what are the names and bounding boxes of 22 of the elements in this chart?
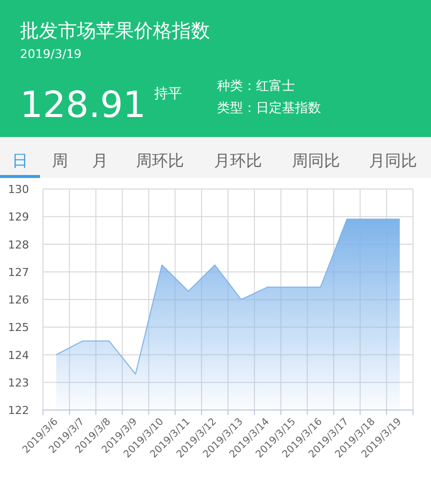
ytick: 126 bbox=[8, 294, 29, 306]
annotation: 类型：日定基指数 bbox=[217, 101, 321, 116]
annotation: 月 bbox=[92, 151, 108, 170]
ytick: 123 bbox=[8, 376, 29, 390]
annotation: 持平 bbox=[154, 86, 182, 102]
annotation: 周 bbox=[52, 151, 68, 170]
title: 批发市场苹果价格指数 bbox=[20, 20, 210, 42]
annotation: 128.91 bbox=[20, 85, 146, 126]
annotation: 周环比 bbox=[136, 151, 184, 170]
annotation: 周同比 bbox=[292, 151, 340, 170]
ytick: 128 bbox=[8, 238, 29, 252]
subtitle: 2019/3/19 bbox=[20, 47, 82, 61]
ytick: 130 bbox=[8, 183, 29, 196]
annotation: 种类：红富士 bbox=[217, 79, 295, 94]
ytick: 122 bbox=[8, 404, 29, 417]
annotation: 日 bbox=[12, 151, 28, 170]
ytick: 125 bbox=[8, 321, 29, 334]
ytick: 129 bbox=[8, 210, 29, 224]
ytick: 127 bbox=[8, 266, 29, 279]
ytick: 124 bbox=[8, 348, 29, 362]
annotation: 月环比 bbox=[214, 151, 262, 170]
annotation: 月同比 bbox=[369, 151, 417, 170]
